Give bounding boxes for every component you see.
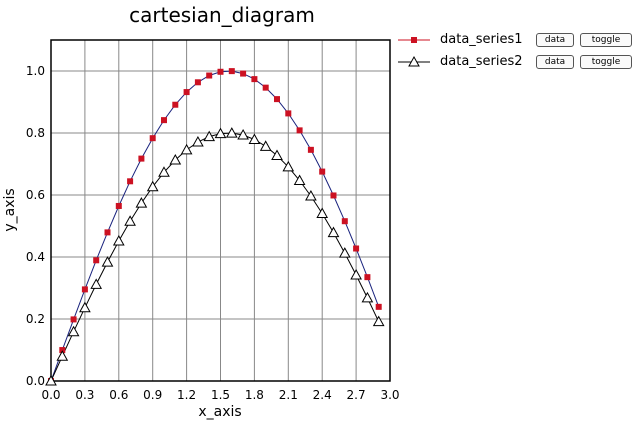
series2-point	[135, 197, 148, 208]
legend-square-marker-icon	[398, 37, 430, 43]
x-tick-labels: 0.0 0.3 0.6 0.9 1.2 1.5 1.8 2.1 2.4 2.7 3.0	[41, 388, 399, 402]
series-lines	[50, 70, 380, 382]
series1-point	[240, 70, 247, 77]
series1-point	[296, 127, 303, 134]
y-tick-label: 0.0	[26, 374, 45, 388]
series1-point	[206, 72, 213, 79]
series2-point	[259, 140, 272, 151]
series1-point	[138, 155, 145, 162]
x-tick-label: 0.0	[41, 388, 60, 402]
x-tick-label: 1.8	[245, 388, 264, 402]
legend: data_series1 data toggle data_series2 da…	[398, 30, 638, 74]
series2-point	[305, 190, 317, 201]
series2-point	[225, 127, 238, 138]
series1-point	[81, 286, 88, 293]
y-tick-label: 0.6	[26, 188, 45, 202]
series2-point	[293, 174, 306, 185]
series1-point	[93, 257, 100, 264]
x-tick-label: 3.0	[380, 388, 399, 402]
series2-point	[248, 133, 261, 145]
series1-point	[59, 347, 66, 354]
series-markers	[45, 68, 385, 386]
series2-point	[101, 256, 114, 267]
series1-point	[127, 178, 134, 185]
series2-point	[372, 315, 385, 327]
series1-point	[364, 274, 371, 281]
legend-item-series2: data_series2 data toggle	[398, 52, 638, 74]
series2-point	[56, 350, 69, 361]
x-tick-label: 1.5	[211, 388, 230, 402]
series1-point	[104, 229, 111, 236]
legend-item-series1: data_series1 data toggle	[398, 30, 638, 52]
series1-point	[251, 76, 258, 83]
series1-data-button[interactable]: data	[536, 33, 574, 47]
series1-point	[194, 79, 201, 86]
series2-point	[180, 143, 193, 155]
legend-label: data_series2	[440, 54, 523, 69]
legend-label: data_series1	[440, 32, 523, 47]
series1-point	[353, 245, 360, 252]
plot-frame	[50, 39, 391, 382]
series2-point	[271, 149, 283, 161]
series2-point	[214, 127, 227, 139]
series1-point	[319, 168, 326, 175]
series1-point	[217, 68, 224, 75]
y-tick-labels: 0.0 0.2 0.4 0.6 0.8 1.0	[26, 64, 45, 388]
series1-point	[285, 110, 292, 117]
series2-point	[112, 234, 125, 246]
series2-point	[45, 374, 57, 386]
series2-point	[90, 278, 103, 289]
x-tick-label: 0.6	[109, 388, 128, 402]
series1-point	[375, 303, 382, 310]
x-tick-label: 0.9	[143, 388, 162, 402]
series1-point	[341, 218, 348, 225]
series2-point	[79, 301, 91, 313]
x-tick-label: 2.7	[347, 388, 366, 402]
x-tick-label: 0.3	[75, 388, 94, 402]
series1-point	[228, 68, 235, 75]
series1-point	[115, 202, 122, 209]
series2-point	[67, 325, 80, 337]
series1-point	[330, 192, 337, 199]
series2-point	[146, 180, 159, 192]
grid	[51, 40, 390, 381]
series1-point	[274, 96, 280, 103]
series2-point	[327, 226, 340, 238]
series2-point	[124, 215, 136, 226]
y-tick-label: 0.8	[26, 126, 45, 140]
series2-point	[169, 153, 182, 165]
x-axis-label: x_axis	[198, 404, 241, 420]
y-tick-label: 1.0	[26, 64, 45, 78]
x-tick-label: 2.4	[313, 388, 332, 402]
series1-point	[70, 316, 77, 323]
y-tick-label: 0.2	[26, 312, 45, 326]
series2-toggle-button[interactable]: toggle	[580, 55, 632, 69]
series2-point	[361, 291, 374, 303]
series2-point	[316, 207, 329, 218]
chart-title: cartesian_diagram	[129, 3, 315, 27]
series1-point	[183, 89, 190, 96]
x-tick-label: 2.1	[279, 388, 298, 402]
series1-point	[172, 101, 179, 108]
series2-point	[158, 166, 170, 177]
series1-point	[307, 146, 314, 153]
series1-toggle-button[interactable]: toggle	[580, 33, 632, 47]
series1-point	[149, 135, 156, 142]
series2-point	[282, 160, 295, 172]
series1-point	[262, 84, 269, 91]
series2-point	[338, 247, 351, 258]
series1-point	[161, 117, 167, 124]
x-tick-label: 1.2	[177, 388, 196, 402]
y-tick-label: 0.4	[26, 250, 45, 264]
y-axis-label: y_axis	[2, 188, 18, 231]
series2-point	[237, 129, 249, 140]
series2-point	[350, 268, 362, 280]
series2-data-button[interactable]: data	[536, 55, 574, 69]
series2-point	[192, 135, 204, 147]
legend-triangle-marker-icon	[398, 55, 430, 67]
series2-point	[203, 130, 216, 142]
series-line-1	[50, 70, 380, 382]
